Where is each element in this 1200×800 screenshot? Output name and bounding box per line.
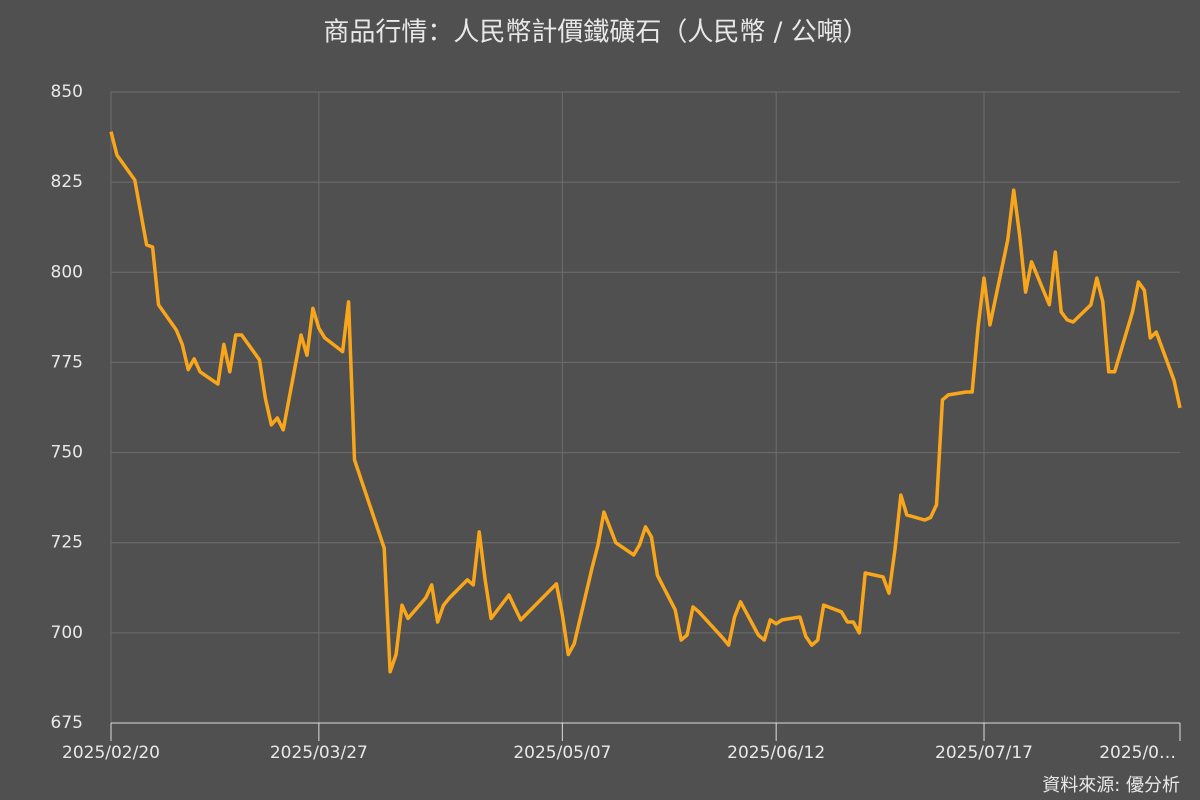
x-tick-label: 2025/0… (1099, 743, 1176, 763)
price-line (109, 131, 1182, 674)
x-tick-label: 2025/06/12 (727, 743, 825, 763)
y-tick-label: 700 (51, 623, 83, 643)
source-note: 資料來源: 優分析 (1042, 775, 1180, 796)
x-tick-label: 2025/05/07 (513, 743, 611, 763)
y-tick-label: 775 (51, 352, 83, 372)
x-tick-label: 2025/03/27 (270, 743, 368, 763)
chart-title: 商品行情：人民幣計價鐵礦石（人民幣 / 公噸） (323, 18, 868, 48)
y-tick-label: 800 (51, 262, 83, 282)
y-tick-label: 825 (51, 172, 83, 192)
x-tick-label: 2025/07/17 (935, 743, 1033, 763)
x-tick-label: 2025/02/20 (62, 743, 160, 763)
y-tick-label: 725 (51, 533, 83, 553)
y-tick-label: 675 (51, 713, 83, 733)
y-tick-label: 750 (51, 443, 83, 463)
y-tick-label: 850 (51, 82, 83, 102)
